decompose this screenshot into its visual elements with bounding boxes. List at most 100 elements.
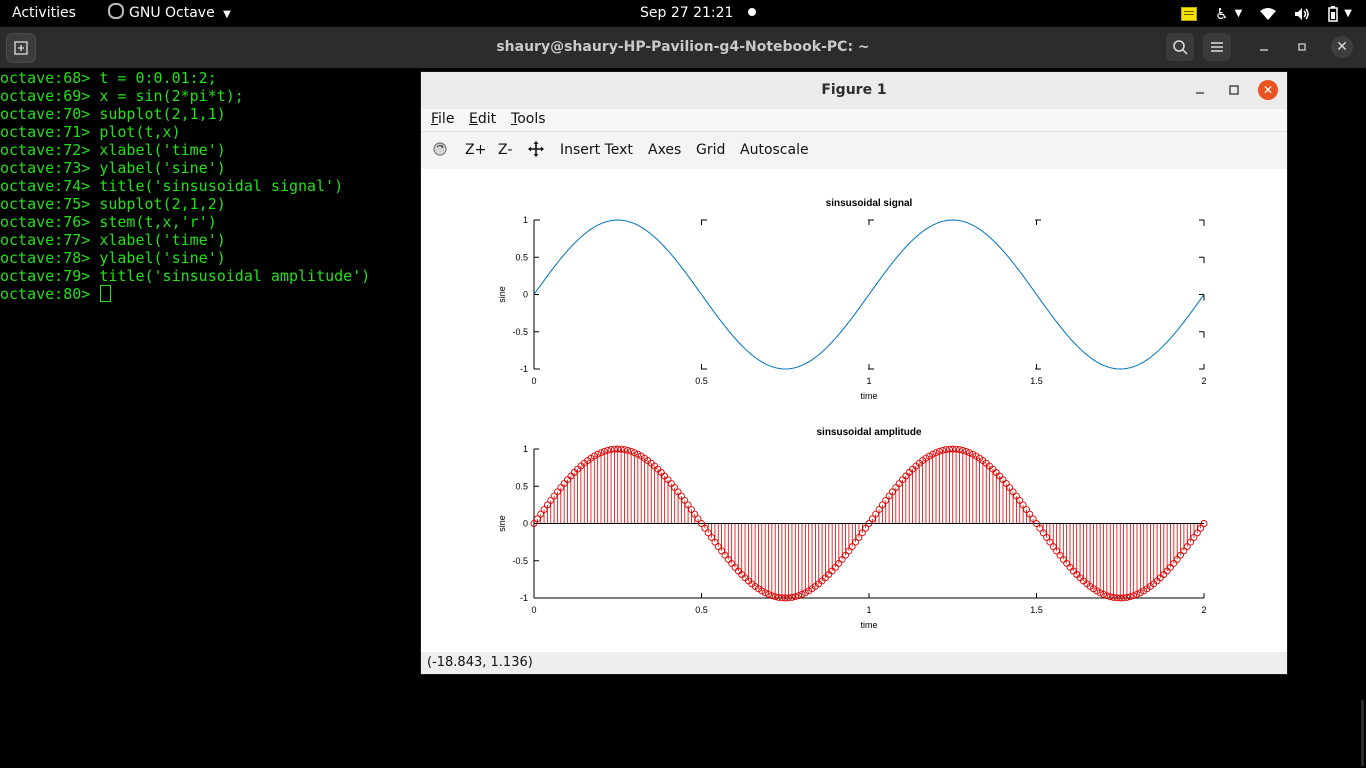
axes-button[interactable]: Axes (648, 142, 682, 158)
sine-series-line (533, 219, 1205, 370)
sticky-notes-icon[interactable] (1181, 6, 1198, 21)
stem-marker (664, 476, 672, 484)
terminal-close-button[interactable]: ✕ (1328, 33, 1356, 61)
stem-marker (1193, 529, 1201, 537)
terminal-line: octave:74> title('sinsusoidal signal') (0, 177, 344, 195)
autoscale-button[interactable]: Autoscale (740, 142, 809, 158)
pan-button[interactable] (528, 141, 544, 161)
insert-text-button[interactable]: Insert Text (560, 142, 633, 158)
stem-marker (1016, 497, 1024, 504)
zoom-out-button[interactable]: Z- (498, 142, 513, 158)
chart-title: sinsusoidal signal (826, 198, 913, 209)
stem-marker (634, 450, 642, 458)
menu-file[interactable]: File (431, 111, 455, 127)
terminal-restore-button[interactable] (1288, 33, 1316, 61)
rotate-button[interactable] (432, 141, 448, 161)
terminal-cursor (100, 285, 112, 302)
stem-marker (962, 447, 970, 455)
terminal-search-button[interactable] (1166, 33, 1194, 61)
stem-marker (610, 445, 618, 453)
new-tab-button[interactable] (6, 33, 36, 63)
stem-marker (1133, 590, 1141, 598)
terminal-line: octave:68> t = 0:0.01:2; (0, 69, 217, 87)
stem-marker (922, 454, 930, 462)
stem-marker (798, 590, 806, 598)
y-tick-label: 1 (523, 215, 528, 225)
stem-marker (848, 543, 856, 550)
y-tick-label: -0.5 (512, 327, 528, 337)
stem-marker (801, 589, 809, 597)
stem-marker (1009, 488, 1017, 496)
wifi-icon[interactable] (1260, 7, 1277, 21)
x-tick-label: 2 (1201, 605, 1206, 615)
stem-marker (553, 488, 561, 496)
stem-marker (875, 506, 883, 513)
stem-marker (550, 492, 558, 500)
caret-down-icon[interactable]: ▼ (1344, 8, 1352, 19)
stem-marker (1033, 520, 1040, 527)
stem-marker (939, 446, 947, 454)
menu-tools[interactable]: Tools (511, 111, 546, 127)
figure-maximize-button[interactable] (1223, 79, 1245, 101)
minimize-icon (1196, 92, 1204, 94)
activities-button[interactable]: Activities (12, 5, 76, 21)
accessibility-icon[interactable]: ♿ (1215, 4, 1229, 23)
plot-area[interactable]: sinsusoidal signal time sine 0 0.5 1 1.5 2 1 0.5 0… (421, 169, 1287, 652)
stem-marker (674, 488, 682, 496)
stem-marker (865, 520, 873, 527)
clock[interactable]: Sep 27 21:21 (640, 0, 756, 27)
pan-move-icon (528, 141, 544, 157)
caret-down-icon[interactable]: ▼ (1234, 8, 1243, 19)
maximize-icon (1229, 85, 1239, 95)
stem-marker (530, 520, 538, 527)
figure-menubar: File Edit Tools (421, 109, 1287, 131)
grid-button[interactable]: Grid (696, 142, 726, 158)
terminal-line: octave:77> xlabel('time') (0, 231, 226, 249)
stem-marker (1170, 559, 1178, 567)
terminal-scrollbar[interactable] (1361, 700, 1364, 766)
stem-marker (842, 551, 849, 559)
y-tick-label: 0.5 (515, 481, 528, 491)
stem-marker (1026, 510, 1034, 518)
stem-marker (895, 480, 903, 488)
stem-marker (704, 529, 712, 537)
terminal-output: octave:68> t = 0:0.01:2; octave:69> x = … (0, 69, 370, 303)
stem-marker (1049, 543, 1057, 550)
stem-marker (1180, 547, 1188, 555)
zoom-in-button[interactable]: Z+ (465, 142, 487, 158)
figure-minimize-button[interactable] (1189, 79, 1211, 101)
stem-marker (952, 445, 960, 453)
system-tray: ♿ ▼ ▼ (1181, 0, 1352, 27)
battery-icon[interactable] (1328, 5, 1339, 22)
figure-window: Figure 1 ✕ File Edit Tools Z+ Z- Insert … (421, 72, 1287, 674)
terminal-line: octave:78> ylabel('sine') (0, 249, 226, 267)
stem-marker (1123, 593, 1131, 601)
terminal-line: octave:76> stem(t,x,'r') (0, 213, 217, 231)
figure-close-button[interactable]: ✕ (1257, 79, 1279, 101)
stem-marker (688, 506, 695, 513)
stem-marker (852, 538, 860, 546)
stem-marker (1056, 551, 1064, 559)
terminal-line: octave:72> xlabel('time') (0, 141, 226, 159)
stem-marker (1197, 524, 1205, 532)
stem-marker (838, 555, 846, 563)
stem-marker (1187, 538, 1195, 546)
new-tab-icon (14, 41, 28, 55)
volume-icon[interactable] (1294, 7, 1310, 21)
figure-canvas[interactable]: sinsusoidal signal time sine 0 0.5 1 1.5 2 1 0.5 0… (421, 169, 1287, 652)
terminal-menu-button[interactable] (1203, 33, 1231, 61)
stem-marker (771, 593, 779, 601)
stem-marker (781, 594, 789, 602)
x-axis-label: time (860, 391, 877, 401)
terminal-minimize-button[interactable] (1250, 33, 1278, 61)
stem-marker (765, 590, 772, 598)
figure-toolbar: Z+ Z- Insert Text Axes Grid Autoscale (421, 131, 1287, 170)
menu-edit[interactable]: Edit (469, 111, 497, 127)
stem-marker (1036, 524, 1044, 532)
stem-marker (959, 446, 967, 454)
stem-marker (999, 476, 1007, 484)
figure-titlebar[interactable]: Figure 1 ✕ (421, 72, 1287, 110)
terminal-prompt-line[interactable]: octave:80> (0, 285, 370, 303)
app-menu[interactable]: GNU Octave ▼ (108, 0, 231, 27)
x-tick-label: 0 (531, 376, 536, 386)
